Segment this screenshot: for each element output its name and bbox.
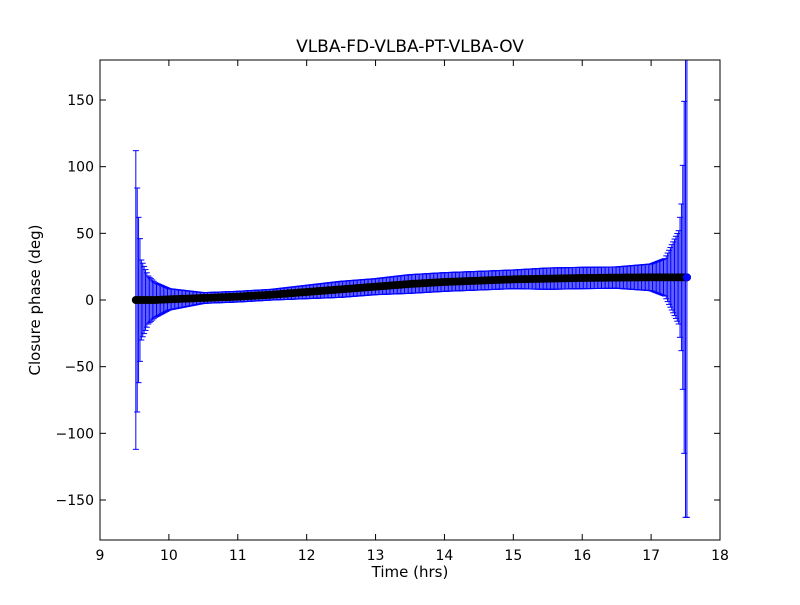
y-tick-label: 0	[85, 293, 94, 309]
y-tick-label: 100	[67, 160, 94, 176]
error-bars	[132, 60, 690, 518]
x-tick-label: 10	[160, 548, 178, 564]
x-tick-label: 14	[436, 548, 454, 564]
x-tick-label: 12	[298, 548, 316, 564]
chart-title: VLBA-FD-VLBA-PT-VLBA-OV	[296, 37, 524, 57]
y-tick-label: 50	[76, 226, 94, 242]
axis-ticks: 9 10 11 12 13 14 15 16 17 18 −150 −100 −50 0 50 100 150	[56, 60, 729, 564]
y-axis-label: Closure phase (deg)	[26, 225, 44, 376]
x-tick-label: 16	[573, 548, 591, 564]
x-tick-label: 17	[642, 548, 660, 564]
x-tick-label: 15	[504, 548, 522, 564]
x-tick-label: 18	[711, 548, 729, 564]
data-point-end	[682, 273, 691, 282]
x-tick-label: 13	[367, 548, 385, 564]
y-tick-label: −50	[64, 360, 94, 376]
y-tick-label: −150	[56, 493, 94, 509]
y-tick-label: 150	[67, 93, 94, 109]
x-tick-label: 9	[96, 548, 105, 564]
data-markers	[131, 273, 691, 304]
y-tick-label: −100	[56, 426, 94, 442]
x-tick-label: 11	[229, 548, 247, 564]
x-axis-label: Time (hrs)	[371, 563, 449, 581]
